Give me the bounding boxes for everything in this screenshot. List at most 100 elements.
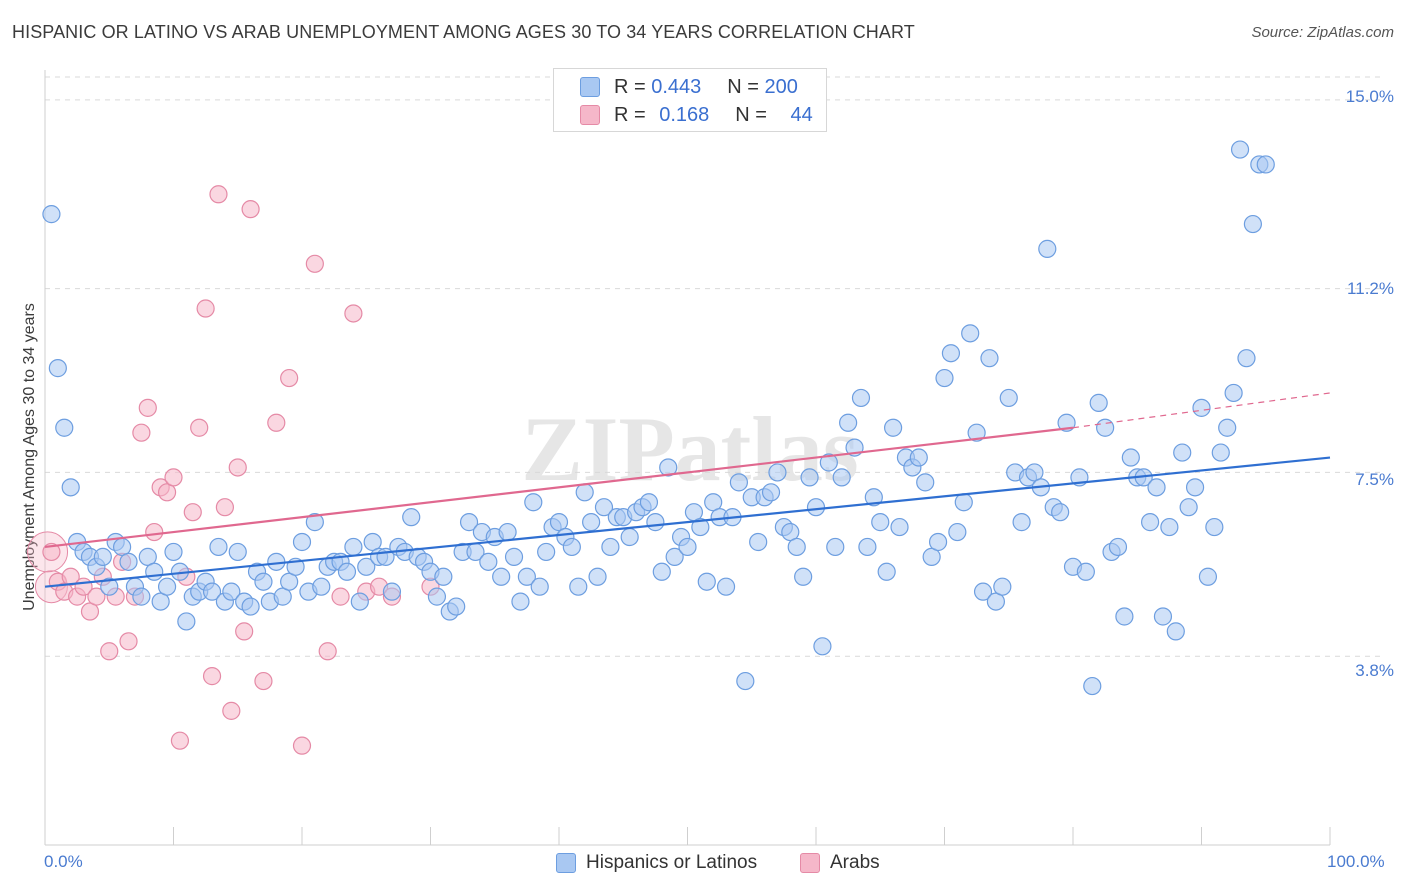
- hispanics-point: [1083, 676, 1102, 696]
- hispanics-point: [1121, 448, 1140, 467]
- hispanics-point: [254, 572, 273, 591]
- hispanics-point: [916, 473, 935, 492]
- x-tick-label: 0.0%: [44, 852, 83, 871]
- hispanics-point: [800, 468, 819, 487]
- legend-swatch-blue: [556, 853, 576, 873]
- hispanics-point: [1198, 567, 1218, 586]
- hispanics-point: [1256, 155, 1275, 174]
- hispanics-point: [511, 592, 530, 611]
- hispanics-point: [575, 483, 594, 502]
- arabs-trend-line: [44, 426, 1074, 549]
- hispanics-point: [93, 547, 112, 566]
- hispanics-point: [119, 552, 138, 571]
- hispanics-point: [665, 547, 684, 566]
- hispanics-point: [459, 513, 479, 532]
- arabs-point: [305, 254, 324, 273]
- legend-item-arabs[interactable]: Arabs: [800, 852, 880, 874]
- legend-label: Arabs: [830, 852, 880, 873]
- r-label: R =: [614, 103, 646, 126]
- hispanics-point: [164, 542, 183, 562]
- hispanics-point: [691, 517, 710, 537]
- hispanics-point: [761, 483, 781, 502]
- hispanics-point: [209, 537, 228, 557]
- hispanics-point: [1230, 140, 1250, 159]
- y-tick-label: 15.0%: [1345, 87, 1394, 106]
- hispanics-point: [337, 562, 357, 581]
- hispanics-point: [967, 423, 986, 442]
- hispanics-point: [1096, 418, 1115, 437]
- arabs-point: [235, 622, 254, 641]
- hispanics-point: [1205, 517, 1224, 537]
- arabs-points: [27, 185, 440, 755]
- legend-swatch-blue: [580, 77, 600, 97]
- hispanics-point: [537, 542, 556, 562]
- hispanics-point: [48, 359, 67, 378]
- r-label: R =: [614, 75, 646, 98]
- legend-item-hispanics[interactable]: Hispanics or Latinos: [556, 852, 757, 874]
- hispanics-point: [569, 577, 588, 596]
- r-value: 0.168: [659, 103, 710, 126]
- legend-swatch-pink: [580, 105, 600, 125]
- arabs-point: [164, 468, 183, 487]
- hispanics-point: [350, 592, 369, 611]
- hispanics-point: [787, 537, 806, 557]
- arabs-point: [170, 731, 190, 750]
- legend-swatch-pink: [800, 853, 820, 873]
- arabs-point: [292, 736, 312, 755]
- hispanics-point: [582, 513, 601, 532]
- hispanics-point: [858, 537, 877, 557]
- hispanics-point: [601, 537, 620, 557]
- chart-title: HISPANIC OR LATINO VS ARAB UNEMPLOYMENT …: [12, 22, 915, 42]
- hispanics-point: [434, 567, 453, 586]
- hispanics-point: [961, 324, 980, 343]
- arabs-point: [280, 368, 299, 388]
- arabs-point: [119, 632, 138, 651]
- hispanics-point: [697, 572, 716, 591]
- axes: [44, 70, 1331, 846]
- hispanics-point: [935, 368, 954, 388]
- hispanics-point: [1224, 383, 1243, 403]
- arabs-point: [344, 304, 363, 323]
- hispanics-point: [1140, 513, 1160, 532]
- hispanics-point: [498, 522, 517, 542]
- hispanics-point: [973, 582, 993, 601]
- n-label: N =: [727, 75, 759, 98]
- hispanics-point: [55, 418, 74, 437]
- hispanics-point: [1160, 517, 1179, 537]
- hispanics-point: [292, 532, 312, 552]
- hispanics-point: [357, 557, 376, 576]
- arabs-point: [228, 458, 247, 477]
- hispanics-point: [646, 513, 665, 532]
- arabs-point: [215, 498, 234, 517]
- arabs-point: [254, 671, 273, 691]
- legend-label: Hispanics or Latinos: [586, 852, 758, 873]
- hispanics-point: [813, 637, 832, 656]
- y-tick-label: 11.2%: [1347, 279, 1394, 298]
- hispanics-point: [1012, 513, 1031, 532]
- y-tick-label: 3.8%: [1355, 661, 1394, 680]
- hispanics-point: [877, 562, 896, 581]
- arabs-point: [331, 587, 350, 606]
- hispanics-point: [1185, 478, 1205, 497]
- arabs-point: [132, 423, 151, 442]
- arabs-point: [61, 567, 80, 586]
- hispanics-point: [1179, 498, 1198, 517]
- arabs-point: [241, 200, 260, 219]
- arabs-point: [318, 642, 337, 661]
- hispanics-point: [344, 537, 363, 557]
- hispanics-point: [941, 344, 961, 363]
- hispanics-point: [447, 597, 466, 616]
- n-value: 44: [790, 103, 813, 126]
- hispanics-point: [819, 453, 838, 472]
- arabs-point: [100, 642, 119, 661]
- hispanics-point: [1192, 398, 1211, 417]
- hispanics-point: [620, 527, 639, 547]
- hispanics-point: [948, 522, 967, 542]
- hispanics-point: [222, 582, 241, 601]
- hispanics-point: [1089, 393, 1108, 412]
- hispanics-point: [806, 498, 826, 517]
- hispanics-point: [678, 537, 697, 557]
- trend-lines: [44, 392, 1331, 588]
- hispanics-point: [1218, 418, 1237, 437]
